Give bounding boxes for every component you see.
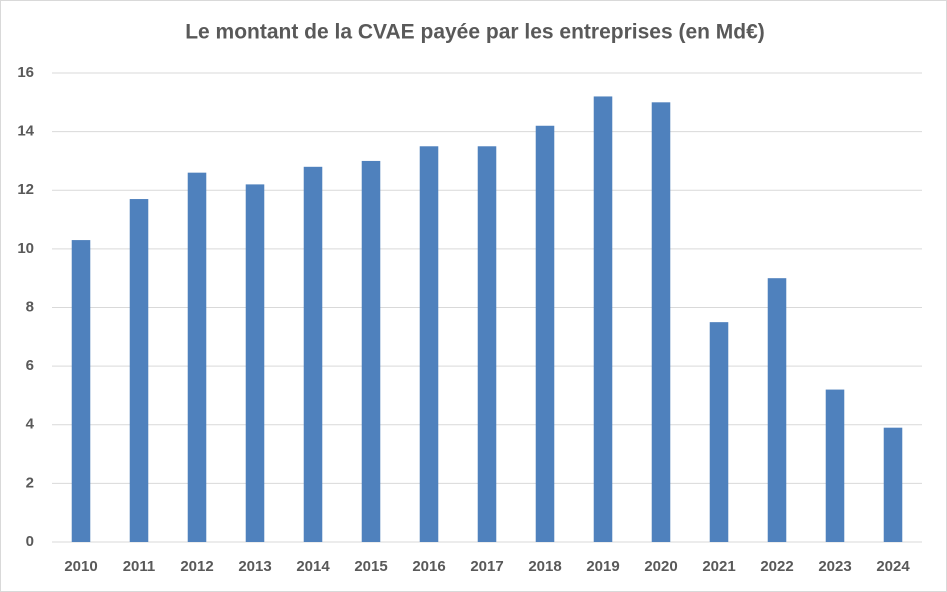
y-tick-label: 6	[26, 357, 34, 374]
x-tick-label: 2014	[296, 558, 330, 575]
x-tick-label: 2024	[876, 558, 910, 575]
bar	[535, 125, 555, 542]
x-tick-label: 2012	[180, 558, 213, 575]
x-tick-label: 2020	[644, 558, 677, 575]
y-tick-label: 4	[26, 416, 35, 433]
x-tick-label: 2017	[470, 558, 503, 575]
bar	[651, 102, 671, 542]
bar	[593, 96, 613, 542]
y-tick-label: 16	[17, 64, 34, 81]
x-tick-label: 2023	[818, 558, 851, 575]
bar	[825, 389, 845, 542]
chart-title: Le montant de la CVAE payée par les entr…	[185, 21, 765, 44]
x-tick-label: 2010	[64, 558, 97, 575]
bar	[129, 199, 149, 542]
x-tick-label: 2021	[702, 558, 735, 575]
y-tick-label: 2	[26, 474, 34, 491]
bar	[767, 278, 787, 542]
x-tick-label: 2013	[238, 558, 271, 575]
x-tick-label: 2019	[586, 558, 619, 575]
x-tick-label: 2018	[528, 558, 561, 575]
x-tick-label: 2011	[123, 558, 156, 575]
bar	[361, 160, 381, 542]
y-tick-label: 12	[17, 181, 34, 198]
bar	[709, 322, 729, 542]
y-tick-label: 14	[17, 123, 34, 140]
x-tick-label: 2016	[412, 558, 445, 575]
x-tick-label: 2015	[354, 558, 387, 575]
x-tick-label: 2022	[760, 558, 793, 575]
bar	[419, 146, 439, 542]
y-tick-label: 8	[26, 298, 34, 315]
y-tick-label: 0	[26, 533, 34, 550]
bar	[71, 240, 91, 543]
bar	[883, 427, 903, 542]
y-tick-label: 10	[17, 240, 34, 257]
bar	[477, 146, 497, 542]
bar	[303, 166, 323, 543]
bar	[187, 172, 207, 542]
bar	[245, 184, 265, 542]
